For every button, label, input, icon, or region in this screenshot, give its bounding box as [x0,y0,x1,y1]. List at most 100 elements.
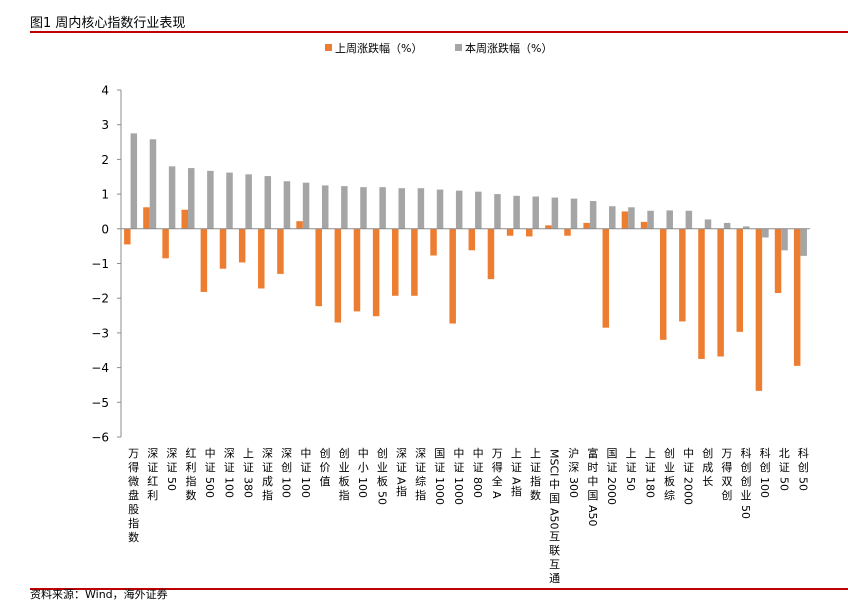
bar-this-week [321,185,329,229]
bar-last-week [181,209,188,229]
bar-this-week [398,188,406,229]
x-tick-label: 创业板指 [339,447,350,502]
x-tick-label-text: 中小 [358,447,369,474]
y-tick-label: −4 [91,361,109,375]
x-tick-label-text: 科创 [760,446,771,474]
x-tick-label-text: 沪深 [568,446,579,474]
x-tick-label: 创业板 50 [375,447,388,505]
x-tick-label: 上证 180 [643,447,656,498]
x-tick-label-text: 深证成指 [262,447,273,502]
x-tick-label: 科创 100 [758,446,771,498]
y-tick-label: 1 [101,188,109,202]
bar-last-week [755,228,763,391]
bar-this-week [570,198,578,229]
bar-last-week [698,228,705,359]
x-tick-label-text: 中证 [453,447,464,474]
x-tick-label-run: 50 [375,491,388,505]
x-tick-label: 创价值 [319,447,330,488]
bar-this-week [436,189,444,229]
bar-last-week [372,228,380,317]
x-tick-label-text: 上证 [243,447,254,474]
x-tick-label-run: 2000 [682,477,695,505]
legend-last-week-label: 上周涨跌幅（%） [335,41,422,55]
footer-rule [30,588,848,590]
y-tick-label: −5 [91,396,109,410]
x-tick-label-run: 50 [777,477,790,491]
y-tick-label: −2 [91,292,109,306]
bar-last-week [334,228,342,323]
x-tick-label-text: 深证综指 [415,447,426,502]
x-tick-label-text: 深证 [224,447,235,474]
bar-last-week [296,221,303,229]
x-tick-label-text: 上证 [645,447,656,474]
y-axis: 4 3 2 1 0 −1 −2 −3 −4 −5 −6 [91,84,122,445]
x-tick-label: 深证综指 [415,447,426,502]
x-tick-label: 中证 500 [203,447,216,498]
x-tick-label-text: 上证指数 [530,447,541,502]
x-tick-label-run: 50 [796,477,809,491]
x-tick-label-text: 中证 [683,447,694,474]
y-tick-label: 2 [101,153,109,167]
x-tick-label: 富时中国 A50 [586,446,599,527]
x-tick-label-text: 创成长 [702,447,713,488]
x-tick-label: 中国互联互通 MSCI A50 [548,449,561,585]
x-tick-label: 国证 1000 [433,447,446,505]
bar-this-week [513,195,520,229]
x-tick-label-text: 科创创业 [741,446,752,502]
bar-this-week [417,188,425,229]
x-tick-label-run: MSCI [548,449,561,476]
x-tick-label: 中小 100 [356,447,369,498]
x-tick-label-run: A [395,477,408,485]
x-tick-label-run: 100 [356,477,369,498]
legend-this-week-label: 本周涨跌幅（%） [465,41,552,55]
legend-last-week-swatch [325,44,332,51]
bar-this-week [551,197,559,229]
x-tick-label-text: 中国互联互通 [549,478,560,585]
x-tick-label: 国证 2000 [605,447,618,505]
bar-last-week [564,228,571,236]
bar-last-week [353,228,361,312]
bar-this-week [475,191,482,229]
x-tick-label: 万得微盘股指数 [128,447,139,544]
x-tick-label-run: 1000 [433,477,446,505]
bar-this-week [245,174,252,229]
x-tick-label-run: 100 [222,477,235,498]
bar-this-week [494,194,501,229]
bar-last-week [583,222,590,229]
bar-last-week [621,211,629,229]
bar-last-week [277,228,284,274]
bar-last-week [545,225,552,229]
x-tick-label-text: 北证 [779,447,790,474]
y-tick-label: 3 [101,118,109,132]
x-tick-label: 沪深 300 [567,446,580,498]
x-tick-label: 万得双创 [721,447,732,502]
x-tick-label: 中证 800 [471,447,484,498]
bar-last-week [640,221,648,229]
bar-last-week [774,228,782,293]
bar-series [124,133,807,391]
x-tick-label: 深证 100 [222,447,235,498]
bar-last-week [315,228,322,307]
x-tick-label-run: 100 [299,477,312,498]
bar-last-week [793,228,801,366]
bar-this-week [781,228,788,251]
x-tick-label-run: A [490,491,503,499]
bar-last-week [487,228,495,280]
x-tick-label: 上证 50 [624,447,637,491]
x-tick-label: 上证 380 [241,447,254,498]
x-tick-label: 北证 50 [777,447,790,491]
bar-this-week [647,210,654,229]
bar-this-week [666,210,673,229]
x-tick-label: 科创创业 50 [739,446,752,519]
x-tick-label-text: 上证指 [511,447,522,498]
x-tick-label-text: 万得全 [492,447,503,488]
x-tick-label-run: 500 [203,477,216,498]
x-axis: 万得微盘股指数深证红利深证50红利指数中证500深证100上证380深证成指深创… [121,228,810,585]
bar-this-week [589,201,597,229]
x-tick-label-run: 100 [758,477,771,498]
bar-last-week [200,228,208,292]
x-tick-label-text: 万得微盘股指数 [128,447,139,544]
bar-this-week [149,139,157,229]
x-tick-label-text: 国证 [434,447,445,474]
